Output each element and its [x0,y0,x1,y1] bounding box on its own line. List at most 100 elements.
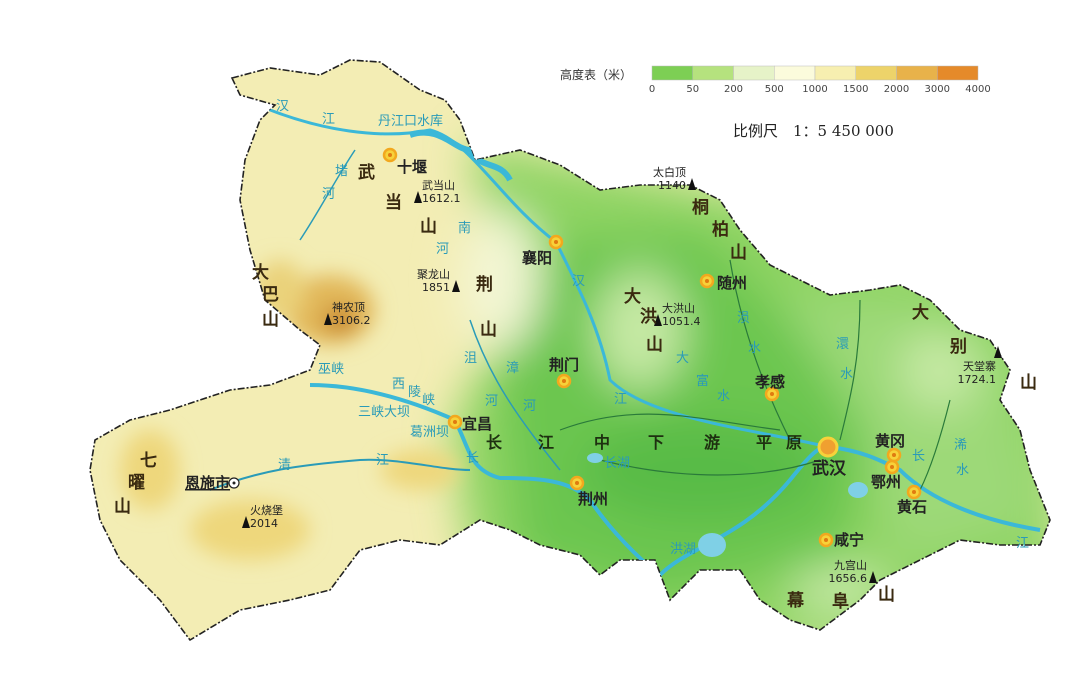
elevation-legend: 高度表（米） 0 50 200 500 1000 1500 2000 3000 4000 [560,65,991,95]
river-label: 水 [748,341,761,356]
plain-stream [559,413,781,431]
legend-swatch [692,65,734,81]
river-label: 三峡大坝 [358,405,410,420]
city-marker-center [453,420,457,424]
river-label: 巫峡 [318,362,344,377]
city-xianning: 咸宁 [834,531,864,549]
peak-triangle-icon [869,571,877,583]
peak-triangle-icon [242,516,250,528]
legend-tick: 2000 [884,84,909,95]
legend-swatch [733,65,775,81]
river-label: 沮 [464,351,477,366]
river-label: 陵 [408,385,421,400]
river-label: 河 [322,187,335,202]
range-label: 山 [878,585,895,605]
range-label: 当 [385,192,402,213]
range-label: 大 [252,262,269,283]
city-marker-center [554,240,558,244]
scale-text: 比例尺 1：5 450 000 [733,122,894,140]
river-label: 长 [912,449,925,464]
river-label: 大 [676,351,689,366]
river-label: 漳 [506,360,519,376]
changhu-lake [587,453,603,463]
river-label: 江 [322,112,335,127]
river-label: 江 [614,392,627,407]
plain-label: 中 [594,433,610,452]
peak-elevation: 3106.2 [332,314,371,327]
river-label: 江 [1016,536,1029,551]
city-jingmen: 荆门 [549,356,579,374]
legend-tick: 1000 [802,84,827,95]
peak-elevation: 1656.6 [829,572,868,585]
peak-elevation: 1612.1 [422,192,461,205]
legend-tick: 3000 [925,84,950,95]
peak-triangle-icon [688,178,696,190]
peak-name: 火烧堡 [250,503,283,517]
range-label: 幕 [786,590,805,611]
city-enshi: 恩施市 [185,474,230,492]
plain-stream [919,399,951,491]
plain-label: 游 [704,433,720,452]
range-label: 山 [420,217,437,237]
range-label: 山 [114,497,131,517]
city-suizhou: 随州 [717,274,747,292]
province-border [89,59,1051,642]
legend-tick: 0 [649,84,655,95]
range-label: 山 [646,335,663,355]
city-marker-center [824,538,828,542]
legend-tick: 4000 [965,84,990,95]
river-label: 长 [466,451,479,466]
danjiangkou-reservoir [409,129,513,182]
peak-triangle-icon [414,191,422,203]
river-label: 江 [376,453,389,468]
peak-name: 九宫山 [834,558,867,572]
range-label: 别 [949,337,967,357]
peak-triangle-icon [654,314,662,326]
river-label: 长湖 [604,456,630,471]
city-yichang: 宜昌 [462,415,492,433]
city-marker-center [770,392,774,396]
city-huanggang: 黄冈 [875,432,905,450]
peak-elevation: 1851 [422,281,450,294]
peak-triangle-icon [994,346,1002,358]
river-label: 西 [392,377,405,392]
city-jingzhou: 荆州 [578,490,608,508]
range-label: 大 [624,286,641,307]
city-marker-center [705,279,709,283]
range-label: 荆 [476,274,493,295]
legend-tick: 200 [724,84,743,95]
city-marker-center [892,453,896,457]
city-huangshi: 黄石 [897,498,927,516]
river-label: 浠 [954,438,967,453]
peak-triangle-icon [324,313,332,325]
peak-name: 武当山 [422,178,455,192]
river-label: 河 [485,394,498,409]
river-label: 峡 [422,393,435,408]
city-ezhou: 鄂州 [871,473,901,491]
prefecture-marker-center [232,481,236,485]
duhe-river [299,149,356,241]
legend-tick: 1500 [843,84,868,95]
river-label: 水 [840,367,853,382]
city-marker-center [912,490,916,494]
peak-name: 天堂寨 [963,359,996,373]
peak-elevation: 1724.1 [958,373,997,386]
range-label: 洪 [640,306,657,327]
river-label: 澴 [836,337,849,352]
range-label: 山 [1020,373,1037,393]
range-label: 阜 [832,591,849,612]
river-label: 葛洲坝 [410,425,449,440]
river-label: 河 [436,242,449,257]
city-marker-center [388,153,392,157]
range-label: 七 [140,451,157,471]
capital-marker-icon [817,436,839,458]
plain-stream [839,299,861,441]
range-label: 山 [480,320,497,340]
peak-name: 神农顶 [332,300,365,314]
river-label: 富 [696,373,709,389]
city-marker-center [575,481,579,485]
plain-label: 长 [486,433,503,452]
juzhang-river [469,319,561,471]
